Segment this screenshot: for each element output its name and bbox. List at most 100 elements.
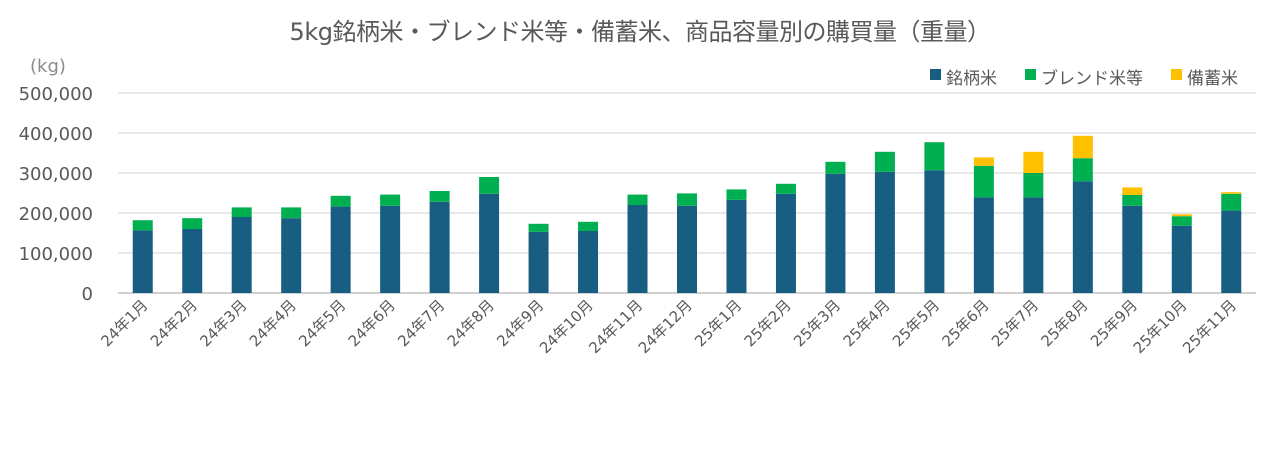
y-tick-label: 500,000 (19, 84, 93, 105)
bar-segment (1122, 205, 1143, 293)
x-tick-label: 24年8月 (444, 296, 498, 350)
x-tick-label: 24年1月 (97, 296, 151, 350)
x-tick-label: 24年3月 (196, 296, 250, 350)
x-tick-label: 25年5月 (889, 296, 943, 350)
x-tick-label: 25年3月 (790, 296, 844, 350)
bar-segment (677, 205, 697, 293)
bar-stack (380, 194, 401, 293)
bar-segment (528, 223, 549, 232)
bar-segment (825, 173, 846, 293)
chart-title: 5kg銘柄米・ブレンド米等・備蓄米、商品容量別の購買量（重量） (289, 18, 991, 46)
bar-stack (1171, 214, 1192, 293)
bar-segment (775, 193, 796, 293)
bar-segment (1122, 187, 1143, 195)
bar-stack (528, 223, 549, 293)
x-tick-label: 25年7月 (988, 296, 1042, 350)
bar-stack (924, 142, 945, 293)
x-tick-label: 25年8月 (1037, 296, 1091, 350)
bar-segment (973, 165, 994, 198)
bar-segment (132, 230, 153, 293)
bar-stack (429, 191, 450, 293)
legend-item-brand-rice: 銘柄米 (930, 64, 997, 89)
bar-segment (528, 231, 549, 293)
bar-segment (874, 151, 895, 172)
bar-stack (1072, 135, 1093, 293)
bar-segment (874, 171, 895, 293)
bar-segment (1221, 193, 1242, 211)
bar-segment (1221, 210, 1242, 293)
x-tick-label: 24年5月 (295, 296, 349, 350)
bar-stack (578, 221, 599, 293)
x-tick-label: 25年1月 (691, 296, 745, 350)
bar-segment (182, 218, 203, 229)
bar-segment (281, 218, 302, 293)
legend-label: 銘柄米 (946, 69, 997, 89)
bar-segment (380, 205, 401, 293)
bar-segment (1171, 214, 1192, 217)
bar-segment (924, 170, 945, 293)
legend-label: 備蓄米 (1187, 69, 1238, 89)
legend-swatch-icon (1171, 69, 1182, 80)
bar-stack (182, 218, 203, 293)
bar-stack (479, 177, 500, 293)
bar-segment (231, 207, 252, 217)
bar-segment (775, 183, 796, 194)
x-axis-ticks: 24年1月24年2月24年3月24年4月24年5月24年6月24年7月24年8月… (97, 296, 1240, 357)
bar-segment (973, 157, 994, 166)
bar-segment (429, 201, 450, 293)
bar-stack (677, 193, 697, 293)
bar-stack (1221, 192, 1242, 293)
bar-segment (1221, 192, 1242, 194)
bar-stack (231, 207, 252, 293)
y-tick-label: 400,000 (19, 124, 93, 145)
x-tick-label: 24年7月 (394, 296, 448, 350)
bar-segment (281, 207, 302, 219)
bar-stack (775, 183, 796, 293)
bar-segment (182, 229, 203, 293)
bar-stack (627, 194, 648, 293)
x-tick-label: 24年4月 (246, 296, 300, 350)
bar-segment (578, 231, 599, 293)
bar-segment (1072, 158, 1093, 182)
bar-segment (231, 217, 252, 293)
bar-stack (726, 189, 747, 293)
y-tick-label: 300,000 (19, 164, 93, 185)
bar-segment (825, 161, 846, 174)
x-tick-label: 24年6月 (345, 296, 399, 350)
bar-stack (874, 151, 895, 293)
bar-segment (973, 197, 994, 293)
bar-segment (1072, 181, 1093, 293)
bar-segment (627, 205, 648, 293)
bar-segment (627, 194, 648, 205)
bar-segment (1023, 197, 1044, 293)
bar-stack (1023, 151, 1044, 293)
x-tick-label: 24年12月 (635, 296, 696, 357)
x-tick-label: 25年2月 (741, 296, 795, 350)
bar-segment (330, 195, 351, 207)
bar-segment (429, 191, 450, 202)
y-tick-label: 200,000 (19, 204, 93, 225)
x-tick-label: 25年11月 (1179, 296, 1240, 357)
x-tick-label: 25年4月 (840, 296, 894, 350)
bar-series (132, 135, 1242, 293)
y-tick-label: 100,000 (19, 244, 93, 265)
bar-stack (1122, 187, 1143, 293)
bar-segment (578, 221, 599, 231)
x-tick-label: 25年6月 (939, 296, 993, 350)
bar-stack (825, 161, 846, 293)
bar-segment (1171, 225, 1192, 293)
bar-stack (132, 220, 153, 293)
bar-segment (479, 193, 500, 293)
bar-segment (924, 142, 945, 171)
bar-segment (132, 220, 153, 231)
x-tick-label: 24年2月 (147, 296, 201, 350)
bar-segment (726, 189, 747, 200)
bar-segment (479, 177, 500, 194)
bar-stack (281, 207, 302, 293)
legend-item-stockpile-rice: 備蓄米 (1171, 64, 1238, 89)
bar-stack (330, 195, 351, 293)
bar-segment (726, 199, 747, 293)
bar-segment (1122, 195, 1143, 206)
